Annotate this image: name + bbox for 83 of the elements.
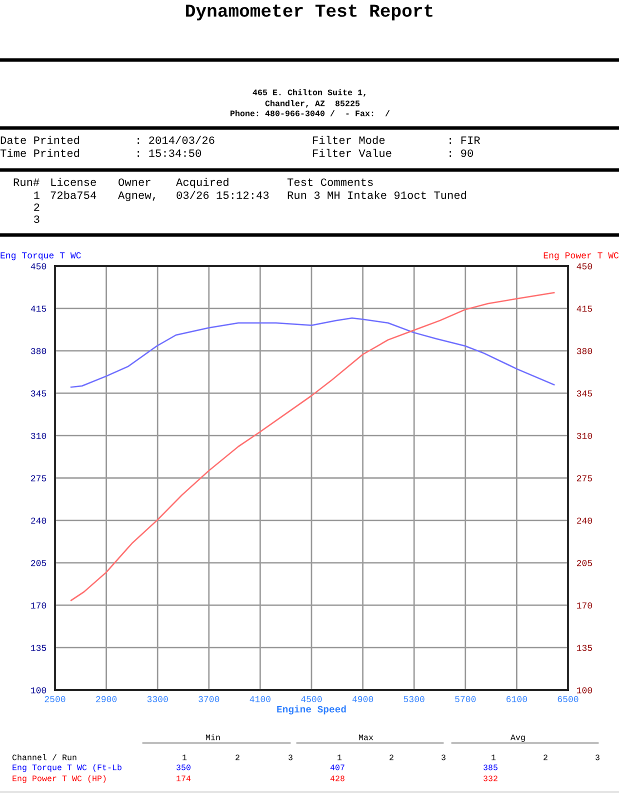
text: 2 bbox=[544, 754, 548, 760]
text: : 2014/03/26 bbox=[138, 136, 214, 144]
y-tick-label: 170 bbox=[31, 602, 46, 609]
text: : 90 bbox=[450, 149, 473, 157]
text: 1 bbox=[34, 192, 40, 199]
text: 174 bbox=[176, 776, 191, 782]
y2-tick-label: 450 bbox=[576, 263, 592, 270]
y-tick-label: 380 bbox=[30, 348, 46, 354]
text: Acquired bbox=[176, 178, 228, 188]
text: Run 3 MH Intake 91oct Tuned bbox=[288, 190, 466, 200]
x-tick-label: 3300 bbox=[147, 696, 168, 702]
x-tick-label: 5700 bbox=[455, 696, 476, 702]
text: Filter Mode bbox=[313, 136, 385, 144]
text: Chandler, AZ 85225 bbox=[265, 100, 360, 108]
y2-tick-label: 310 bbox=[576, 432, 592, 439]
text: Max bbox=[359, 734, 374, 740]
text: Eng Power T WC (HP) bbox=[12, 775, 106, 783]
y2-tick-label: 205 bbox=[576, 560, 592, 566]
text: 2 bbox=[390, 754, 394, 760]
text: Channel / Run bbox=[12, 754, 76, 760]
text: Filter Value bbox=[313, 148, 392, 157]
text: 332 bbox=[484, 776, 498, 782]
y-tick-label: 240 bbox=[31, 518, 46, 524]
text: 3 bbox=[596, 754, 600, 760]
y-tick-label: 100 bbox=[31, 687, 46, 694]
y-tick-label: 345 bbox=[30, 390, 46, 397]
y2-tick-label: 170 bbox=[576, 602, 592, 609]
text: 3 bbox=[34, 215, 40, 223]
text: 1 bbox=[182, 754, 187, 760]
y2-tick-label: 135 bbox=[576, 644, 592, 651]
y2-axis-title: Eng Power T WC bbox=[544, 252, 619, 260]
text: 03/26 15:12:43 bbox=[176, 190, 269, 199]
y-tick-label: 415 bbox=[30, 306, 46, 312]
chart-title: Dynamometer Test Report bbox=[186, 4, 432, 20]
x-tick-label: 6500 bbox=[558, 696, 578, 702]
y2-tick-label: 345 bbox=[576, 390, 592, 397]
x-tick-label: 3700 bbox=[198, 696, 220, 702]
text: Phone: 480-966-3040 / - Fax: / bbox=[230, 110, 390, 116]
y2-tick-label: 240 bbox=[576, 518, 592, 524]
line-series bbox=[70, 292, 555, 602]
text: Date Printed bbox=[0, 136, 80, 144]
line-series bbox=[70, 317, 555, 388]
x-tick-label: 2900 bbox=[96, 696, 117, 702]
y-tick-label: 450 bbox=[30, 263, 46, 270]
text: 2 bbox=[236, 754, 240, 760]
x-tick-label: 4900 bbox=[352, 696, 374, 702]
text: Min bbox=[206, 734, 220, 740]
text: Eng Torque T WC (Ft-Lb bbox=[12, 764, 122, 772]
x-tick-label: 4100 bbox=[250, 696, 270, 702]
text: 72ba754 bbox=[50, 190, 96, 199]
y-axis-title: Eng Torque T WC bbox=[0, 252, 81, 260]
y2-tick-label: 415 bbox=[576, 306, 592, 312]
text: 1 bbox=[338, 754, 342, 760]
text: 3 bbox=[288, 754, 292, 760]
x-axis-title: Engine Speed bbox=[277, 705, 346, 714]
y2-tick-label: 380 bbox=[576, 348, 592, 354]
y-tick-label: 205 bbox=[31, 560, 46, 566]
x-tick-label: 4500 bbox=[301, 696, 322, 702]
text: 3 bbox=[442, 754, 446, 760]
text: License bbox=[51, 178, 96, 186]
text: Owner bbox=[118, 178, 150, 186]
text: 428 bbox=[330, 776, 344, 782]
text: Agnew, bbox=[118, 192, 156, 202]
y2-tick-label: 275 bbox=[576, 475, 592, 482]
x-tick-label: 5300 bbox=[404, 696, 424, 702]
text: 1 bbox=[492, 754, 496, 760]
text: Time Printed bbox=[0, 148, 80, 158]
text: Avg bbox=[510, 734, 525, 742]
text: 407 bbox=[330, 764, 344, 770]
text: : FIR bbox=[450, 136, 480, 144]
x-tick-label: 6100 bbox=[506, 696, 527, 702]
text: 385 bbox=[484, 764, 498, 770]
y-tick-label: 135 bbox=[31, 644, 46, 651]
x-tick-label: 2500 bbox=[44, 696, 66, 702]
text: Run# bbox=[14, 178, 40, 186]
text: 350 bbox=[176, 764, 190, 770]
y2-tick-label: 100 bbox=[576, 687, 592, 694]
y-tick-label: 310 bbox=[30, 432, 46, 439]
text: 2 bbox=[34, 203, 40, 211]
text: 465 E. Chilton Suite 1, bbox=[252, 89, 366, 97]
text: : 15:34:50 bbox=[138, 149, 201, 157]
text: Test Comments bbox=[287, 178, 373, 186]
y-tick-label: 275 bbox=[31, 475, 46, 482]
